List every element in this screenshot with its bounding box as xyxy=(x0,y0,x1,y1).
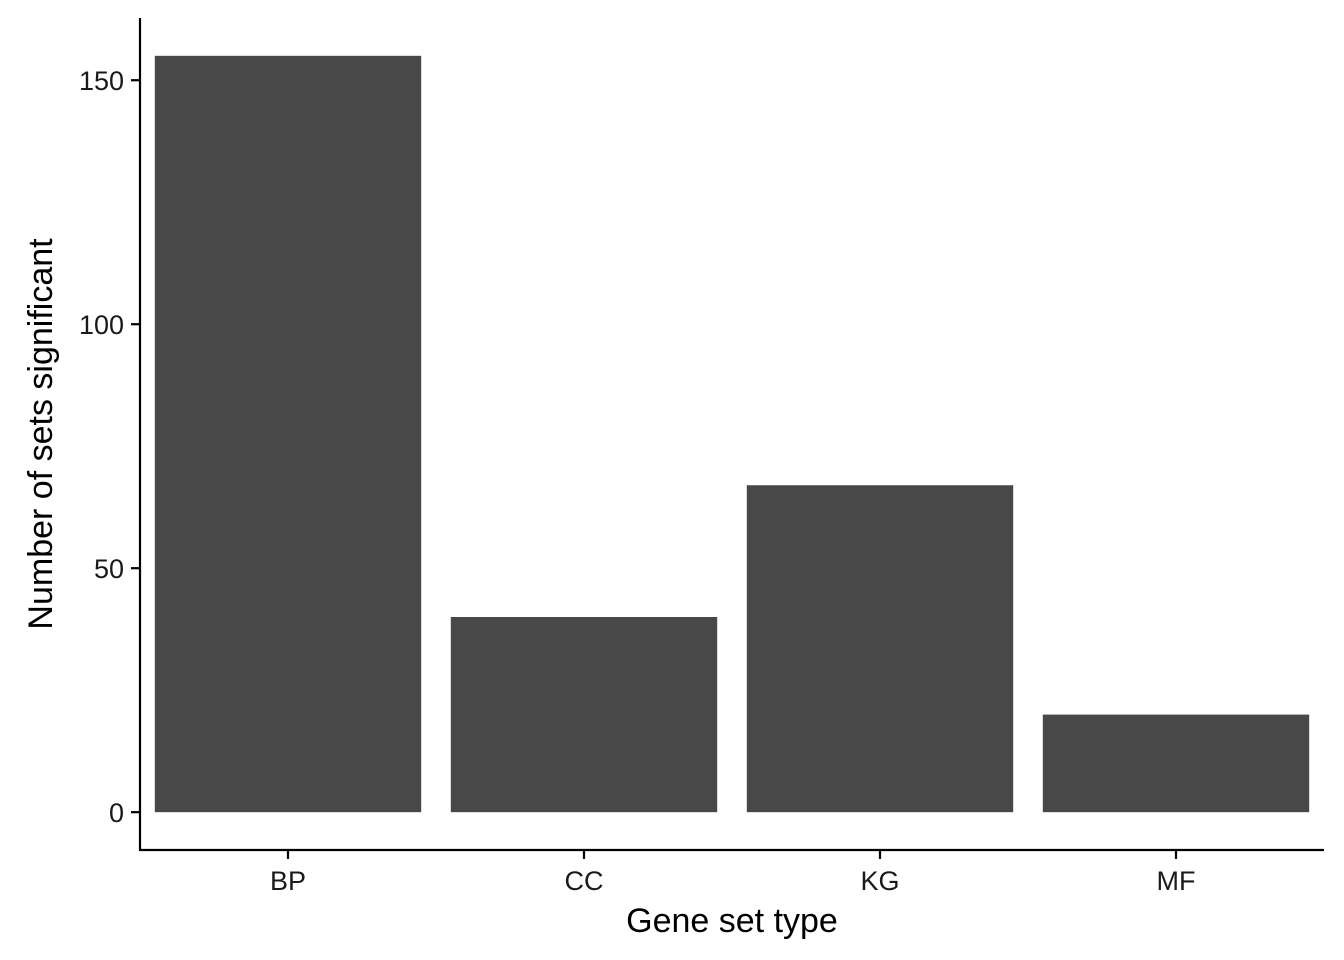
x-tick-label: BP xyxy=(270,866,306,896)
x-tick-label: MF xyxy=(1157,866,1196,896)
x-tick-label: CC xyxy=(565,866,604,896)
y-tick-label: 150 xyxy=(79,66,124,96)
bar-bp xyxy=(154,55,422,813)
y-tick-label: 100 xyxy=(79,310,124,340)
y-axis-ticks: 0 50 100 150 xyxy=(79,66,140,828)
bar-cc xyxy=(450,616,718,813)
bars-group xyxy=(154,55,1310,813)
y-tick-label: 50 xyxy=(94,554,124,584)
bar-mf xyxy=(1042,714,1310,813)
x-axis-ticks: BP CC KG MF xyxy=(270,850,1196,896)
bar-kg xyxy=(746,485,1014,813)
y-axis-title: Number of sets significant xyxy=(22,238,60,630)
x-axis-title: Gene set type xyxy=(626,902,838,940)
y-tick-label: 0 xyxy=(109,798,124,828)
x-tick-label: KG xyxy=(860,866,899,896)
